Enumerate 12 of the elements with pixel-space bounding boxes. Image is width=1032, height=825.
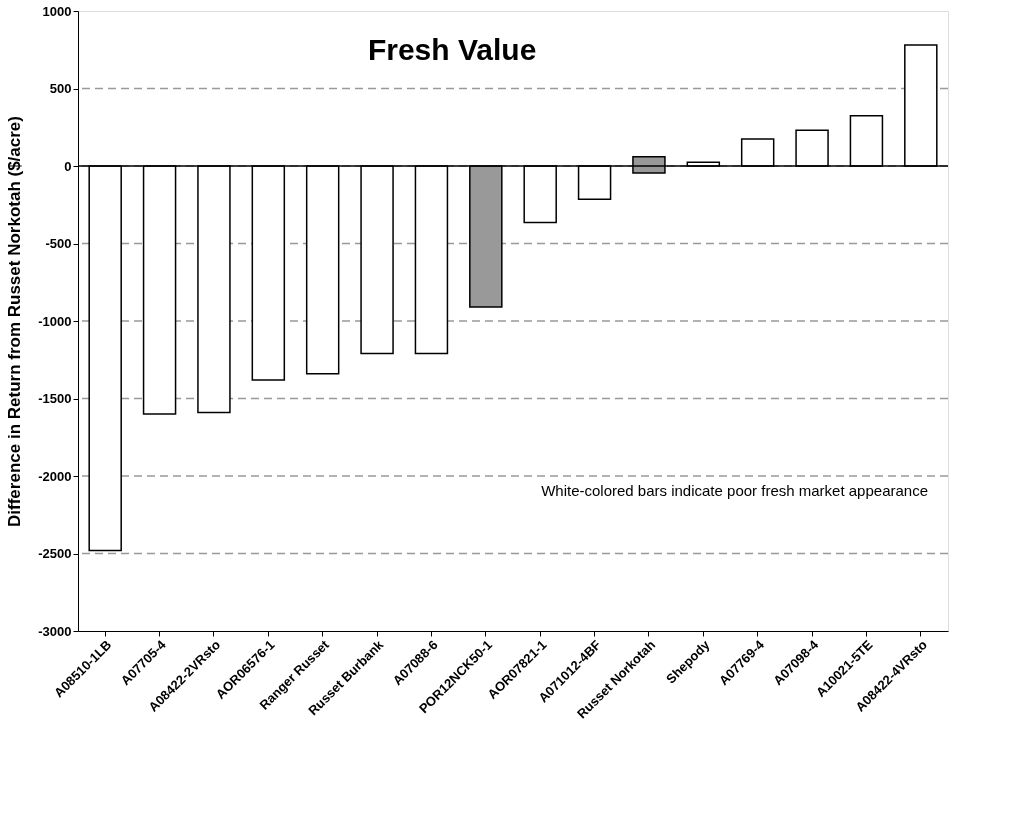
y-tick-label: -1500 bbox=[38, 391, 72, 406]
y-tick-label: 1000 bbox=[42, 3, 72, 19]
annotation: White-colored bars indicate poor fresh market appearance bbox=[541, 482, 928, 499]
text: Fresh Value bbox=[367, 33, 537, 66]
y-tick-label: 500 bbox=[49, 81, 72, 96]
y-tick-label: 0 bbox=[64, 158, 72, 174]
y-tick-label: -2500 bbox=[38, 546, 72, 561]
y-tick-label: -2000 bbox=[38, 468, 72, 484]
y-axis-title: Difference in Return from Russet Norkotah ($/acre) bbox=[5, 116, 25, 527]
y-tick-label: -1000 bbox=[38, 313, 72, 329]
y-tick-label: -500 bbox=[45, 236, 72, 251]
y-tick-label: -3000 bbox=[38, 623, 72, 639]
